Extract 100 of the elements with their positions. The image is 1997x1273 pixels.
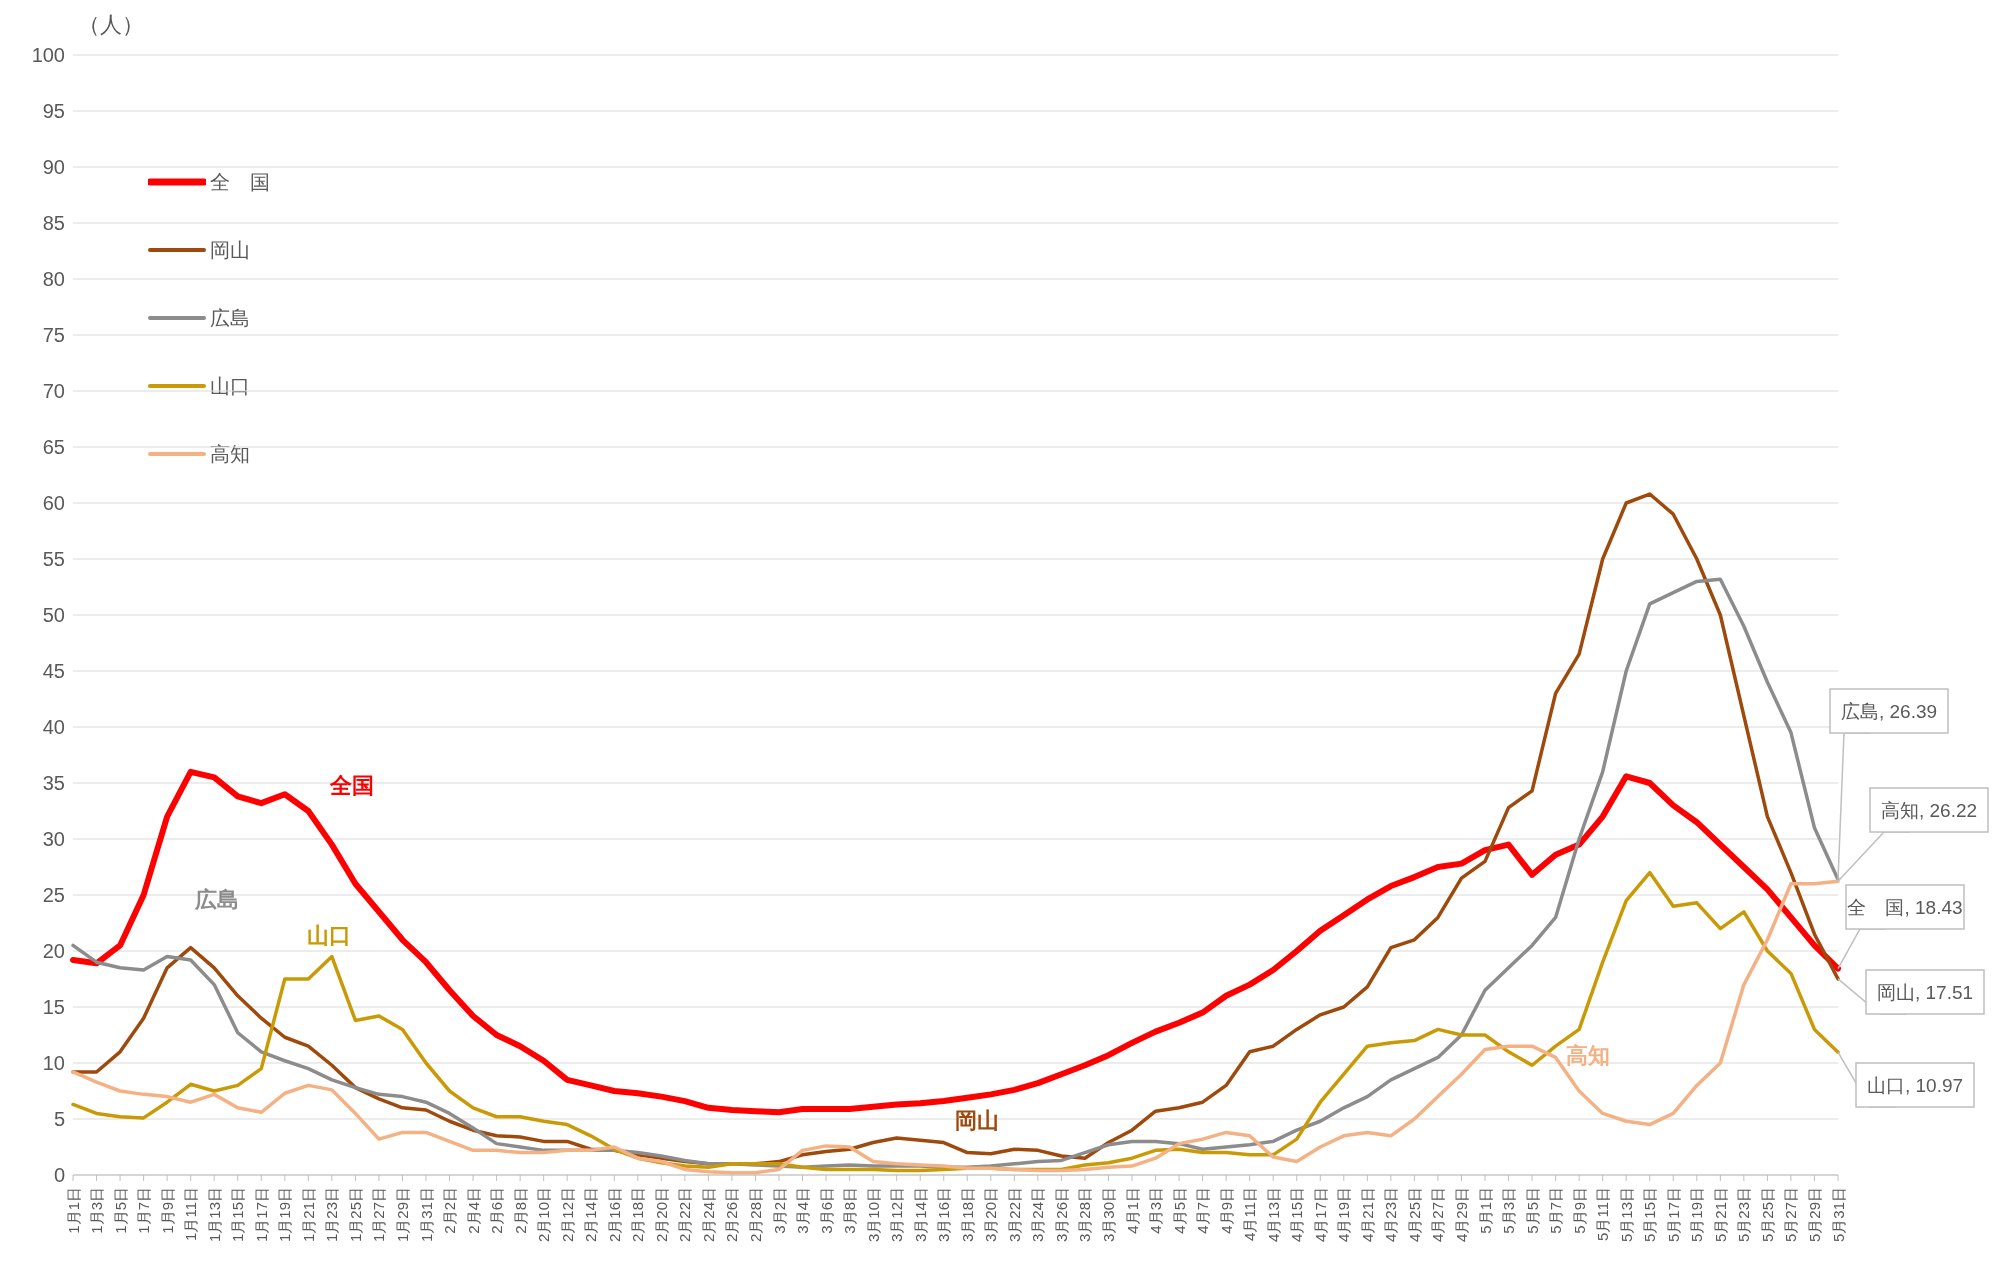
x-tick-label: 4月25日 — [1405, 1187, 1423, 1243]
x-tick-label: 2月24日 — [699, 1187, 717, 1243]
x-tick-label: 5月9日 — [1570, 1187, 1588, 1234]
x-tick-label: 3月6日 — [817, 1187, 835, 1234]
x-tick-label: 1月27日 — [370, 1187, 388, 1243]
legend-label: 広島 — [210, 305, 250, 331]
x-tick-label: 3月14日 — [911, 1187, 929, 1243]
x-tick-label: 4月11日 — [1241, 1187, 1259, 1241]
x-tick-label: 5月7日 — [1547, 1187, 1565, 1234]
x-tick-label: 4月17日 — [1311, 1187, 1329, 1243]
x-tick-label: 5月31日 — [1829, 1187, 1847, 1243]
y-tick-label: 25 — [42, 884, 65, 907]
y-tick-label: 10 — [42, 1052, 65, 1075]
x-tick-label: 1月31日 — [417, 1187, 435, 1243]
x-tick-label: 1月11日 — [182, 1187, 200, 1241]
annotation: 岡山 — [954, 1107, 1000, 1135]
x-tick-label: 1月17日 — [252, 1187, 270, 1243]
x-tick-label: 5月29日 — [1805, 1187, 1823, 1243]
y-tick-label: 0 — [53, 1164, 65, 1187]
y-tick-label: 100 — [31, 44, 65, 67]
x-tick-label: 1月25日 — [346, 1187, 364, 1243]
x-tick-label: 3月24日 — [1029, 1187, 1047, 1243]
x-tick-label: 2月2日 — [441, 1187, 459, 1234]
x-tick-label: 2月14日 — [582, 1187, 600, 1243]
y-tick-label: 35 — [42, 772, 65, 795]
x-tick-label: 4月3日 — [1147, 1187, 1165, 1234]
x-tick-label: 3月30日 — [1099, 1187, 1117, 1243]
x-tick-label: 3月12日 — [888, 1187, 906, 1243]
x-tick-label: 5月15日 — [1641, 1187, 1659, 1243]
x-tick-label: 3月26日 — [1052, 1187, 1070, 1243]
x-tick-label: 3月18日 — [958, 1187, 976, 1243]
y-tick-label: 30 — [42, 828, 65, 851]
x-tick-label: 4月19日 — [1335, 1187, 1353, 1243]
x-tick-label: 2月28日 — [746, 1187, 764, 1243]
x-tick-label: 1月13日 — [205, 1187, 223, 1243]
y-tick-label: 45 — [42, 660, 65, 683]
x-tick-label: 3月4日 — [794, 1187, 812, 1234]
x-tick-label: 4月1日 — [1123, 1187, 1141, 1234]
x-tick-label: 4月15日 — [1288, 1187, 1306, 1243]
x-tick-label: 2月4日 — [464, 1187, 482, 1234]
annotation: 高知, 26.22 — [1880, 799, 1978, 821]
x-tick-label: 1月9日 — [158, 1187, 176, 1234]
x-tick-label: 2月26日 — [723, 1187, 741, 1243]
x-tick-label: 4月29日 — [1452, 1187, 1470, 1243]
x-tick-label: 4月9日 — [1217, 1187, 1235, 1234]
x-tick-label: 3月28日 — [1076, 1187, 1094, 1243]
x-tick-label: 2月22日 — [676, 1187, 694, 1243]
y-tick-label: 20 — [42, 940, 65, 963]
x-tick-label: 3月22日 — [1005, 1187, 1023, 1243]
x-tick-label: 5月27日 — [1782, 1187, 1800, 1243]
y-tick-label: 80 — [42, 268, 65, 291]
x-tick-label: 3月8日 — [841, 1187, 859, 1234]
x-tick-label: 2月16日 — [605, 1187, 623, 1243]
x-tick-label: 1月19日 — [276, 1187, 294, 1243]
annotation: 広島, 26.39 — [1840, 700, 1938, 722]
x-tick-label: 5月21日 — [1711, 1187, 1729, 1243]
x-tick-label: 1月29日 — [393, 1187, 411, 1243]
x-tick-label: 4月5日 — [1170, 1187, 1188, 1234]
x-tick-label: 3月2日 — [770, 1187, 788, 1234]
x-tick-label: 3月16日 — [935, 1187, 953, 1243]
x-tick-label: 4月13日 — [1264, 1187, 1282, 1243]
y-tick-label: 90 — [42, 156, 65, 179]
annotation: 山口 — [306, 922, 352, 950]
annotation: 広島 — [194, 886, 240, 914]
x-tick-label: 5月3日 — [1500, 1187, 1518, 1234]
y-tick-label: 75 — [42, 324, 65, 347]
x-tick-label: 5月13日 — [1617, 1187, 1635, 1243]
legend-label: 山口 — [210, 373, 250, 399]
x-tick-label: 2月10日 — [535, 1187, 553, 1243]
y-tick-label: 55 — [42, 548, 65, 571]
x-tick-label: 5月19日 — [1688, 1187, 1706, 1243]
x-tick-label: 1月1日 — [64, 1187, 82, 1234]
x-tick-label: 2月12日 — [558, 1187, 576, 1243]
x-tick-label: 1月15日 — [229, 1187, 247, 1243]
y-tick-label: 40 — [42, 716, 65, 739]
x-tick-label: 1月5日 — [111, 1187, 129, 1234]
annotation: 高知 — [1565, 1042, 1611, 1070]
x-tick-label: 5月17日 — [1664, 1187, 1682, 1243]
annotation: 山口, 10.97 — [1866, 1074, 1964, 1096]
x-tick-label: 1月21日 — [299, 1187, 317, 1243]
x-tick-label: 2月8日 — [511, 1187, 529, 1234]
legend-label: 高知 — [210, 441, 250, 467]
y-axis-title: （人） — [78, 11, 144, 39]
legend-label: 全 国 — [210, 169, 270, 195]
legend-label: 岡山 — [210, 237, 250, 263]
annotation: 全国 — [329, 772, 375, 800]
x-tick-label: 5月1日 — [1476, 1187, 1494, 1234]
x-tick-label: 2月18日 — [629, 1187, 647, 1243]
x-tick-label: 3月10日 — [864, 1187, 882, 1243]
y-tick-label: 65 — [42, 436, 65, 459]
x-tick-label: 5月25日 — [1758, 1187, 1776, 1243]
x-tick-label: 1月3日 — [88, 1187, 106, 1234]
x-tick-label: 4月7日 — [1194, 1187, 1212, 1234]
y-tick-label: 15 — [42, 996, 65, 1019]
annotation: 全 国, 18.43 — [1847, 896, 1963, 918]
x-tick-label: 5月23日 — [1735, 1187, 1753, 1243]
y-tick-label: 70 — [42, 380, 65, 403]
x-tick-label: 1月7日 — [135, 1187, 153, 1234]
annotation: 岡山, 17.51 — [1876, 981, 1974, 1003]
x-tick-label: 3月20日 — [982, 1187, 1000, 1243]
